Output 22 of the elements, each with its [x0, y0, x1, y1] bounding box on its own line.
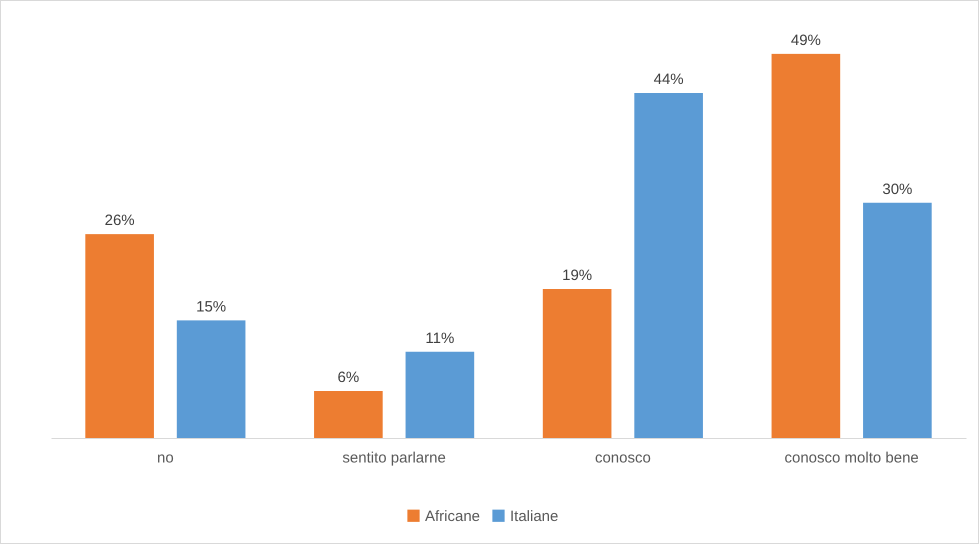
bar: [772, 54, 840, 438]
data-label: 6%: [338, 368, 360, 386]
x-tick-label: sentito parlarne: [342, 450, 446, 466]
data-label: 30%: [882, 180, 912, 198]
bar: [85, 234, 154, 438]
data-label: 44%: [654, 71, 684, 88]
bar: [863, 202, 932, 438]
x-tick-label: conosco molto bene: [784, 450, 919, 466]
x-tick-label: conosco: [594, 450, 651, 466]
data-label: 15%: [196, 298, 226, 316]
legend-label: Italiane: [510, 508, 558, 525]
bar: [406, 352, 474, 438]
x-tick-label: no: [157, 450, 174, 466]
bar: [634, 93, 703, 438]
data-label: 19%: [562, 267, 592, 284]
data-label: 26%: [104, 212, 135, 230]
data-label: 49%: [790, 32, 821, 49]
bar: [176, 320, 246, 438]
bar: [314, 390, 383, 438]
data-label: 11%: [425, 330, 454, 347]
bar: [542, 289, 612, 438]
legend-label: Africane: [425, 508, 480, 525]
